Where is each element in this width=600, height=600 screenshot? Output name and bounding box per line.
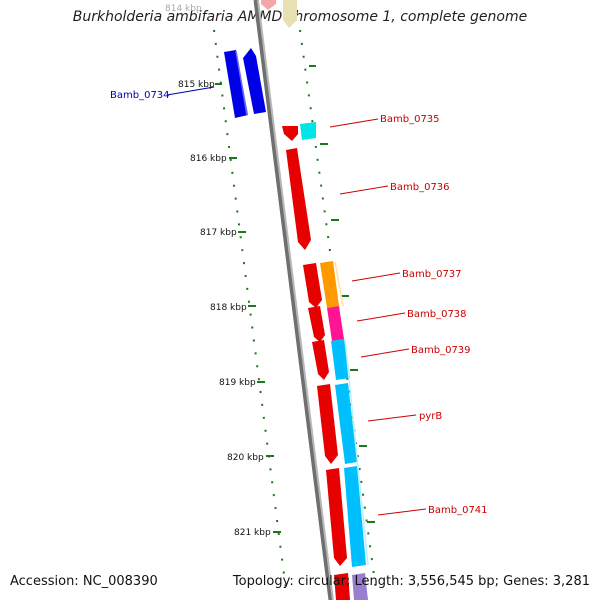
gene-edge [344, 338, 369, 566]
tick-label: 815 kbp [178, 80, 215, 90]
gene-arrow-forward[interactable] [286, 148, 311, 250]
leader-bamb-0734 [166, 86, 215, 96]
gene-arrow-forward[interactable] [326, 468, 347, 566]
gene-arrow-forward[interactable] [317, 384, 338, 464]
gene-arrow-forward[interactable] [334, 573, 350, 600]
tick-label: 816 kbp [190, 154, 227, 164]
scale-ticks [215, 65, 375, 533]
tick-label: 818 kbp [210, 303, 247, 313]
gene-cog-blue[interactable] [331, 339, 350, 380]
forward-genes[interactable] [282, 126, 350, 600]
gene-label-pyrb[interactable]: pyrB [419, 411, 442, 422]
gene-edge [334, 261, 344, 307]
tick-label: 814 kbp [165, 4, 202, 14]
gene-arrow-reverse[interactable] [243, 48, 266, 114]
gene-arrow-forward[interactable] [312, 340, 329, 380]
gene-label-bamb-0735[interactable]: Bamb_0735 [380, 114, 440, 125]
gene-label-bamb-0738[interactable]: Bamb_0738 [407, 309, 467, 320]
gene-label-bamb-0737[interactable]: Bamb_0737 [402, 269, 462, 280]
chromosome-backbone-highlight [257, 0, 334, 600]
gene-labels: Bamb_0734 Bamb_0735 Bamb_0736 Bamb_0737 … [110, 90, 488, 516]
gene-arrow-forward[interactable] [308, 306, 325, 342]
scale-tick-labels: 814 kbp 815 kbp 816 kbp 817 kbp 818 kbp … [165, 4, 271, 538]
map-title: Burkholderia ambifaria AMMD chromosome 1… [72, 9, 528, 25]
tick-label: 820 kbp [227, 453, 264, 463]
leader-bamb-0738 [356, 312, 406, 322]
topology-text: Topology: circular; Length: 3,556,545 bp… [232, 574, 590, 589]
chromosome-backbone [253, 0, 334, 600]
gene-cog-purple[interactable] [352, 573, 368, 600]
leader-bamb-0735 [329, 118, 379, 128]
gene-edge [235, 50, 248, 116]
tick-label: 819 kbp [219, 378, 256, 388]
leader-bamb-0736 [339, 185, 389, 195]
gene-arrow-reverse[interactable] [224, 50, 248, 118]
leader-bamb-0739 [360, 348, 410, 358]
tick-label: 817 kbp [200, 228, 237, 238]
gene-cog-orange[interactable] [320, 261, 339, 308]
gene-feature-faded [283, 0, 297, 28]
gene-label-bamb-0741[interactable]: Bamb_0741 [428, 505, 488, 516]
tick-label: 821 kbp [234, 528, 271, 538]
leader-pyrb [367, 414, 417, 422]
gene-label-bamb-0736[interactable]: Bamb_0736 [390, 182, 450, 193]
gene-cog-blue[interactable] [335, 383, 357, 464]
gene-arrow-forward[interactable] [282, 126, 298, 141]
gene-label-bamb-0734[interactable]: Bamb_0734 [110, 90, 170, 101]
leader-bamb-0737 [351, 272, 401, 282]
leader-bamb-0741 [377, 508, 427, 516]
label-leaders [166, 86, 427, 516]
cog-track[interactable] [300, 122, 369, 600]
gene-cog-cyan[interactable] [300, 122, 316, 140]
accession-text: Accession: NC_008390 [10, 574, 158, 589]
gene-label-bamb-0739[interactable]: Bamb_0739 [411, 345, 471, 356]
gene-cog-blue[interactable] [344, 466, 366, 567]
gene-feature-faded [261, 0, 276, 10]
gene-bamb-0734[interactable] [224, 48, 266, 118]
gene-cog-pink[interactable] [327, 306, 344, 341]
gene-arrow-forward[interactable] [303, 263, 322, 308]
